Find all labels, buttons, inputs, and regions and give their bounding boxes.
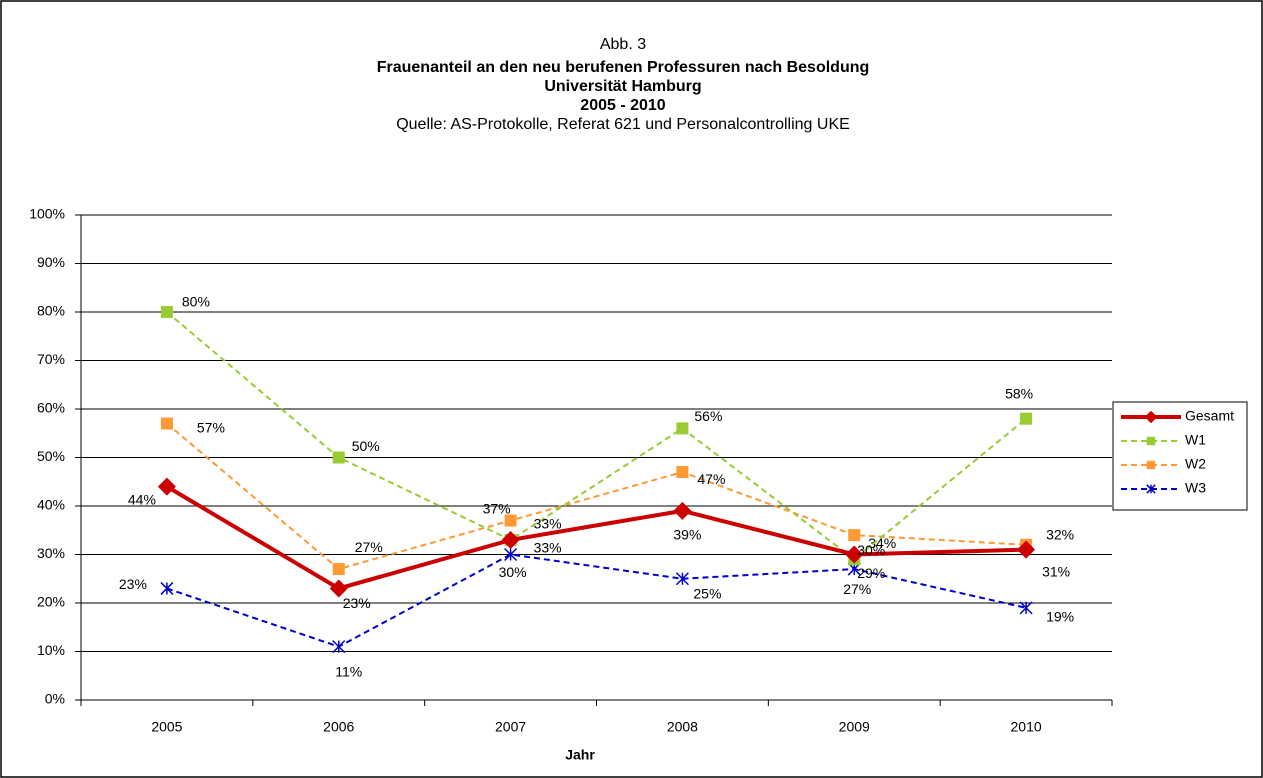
marker — [1146, 460, 1156, 470]
data-label: 57% — [197, 419, 225, 435]
marker — [332, 563, 345, 576]
marker — [848, 529, 861, 542]
data-label: 25% — [693, 585, 721, 601]
marker — [676, 422, 689, 435]
marker — [1017, 540, 1036, 559]
y-tick-label: 50% — [37, 448, 65, 464]
data-label: 31% — [1042, 563, 1070, 579]
data-label: 34% — [868, 535, 896, 551]
marker — [160, 417, 173, 430]
data-label: 23% — [119, 576, 147, 592]
series-line — [166, 311, 1027, 561]
data-label: 23% — [343, 595, 371, 611]
marker — [1144, 410, 1158, 424]
data-label: 32% — [1046, 527, 1074, 543]
chart-subtitle: Frauenanteil an den neu berufenen Profes… — [377, 59, 870, 76]
y-tick-label: 70% — [37, 351, 65, 367]
marker — [1019, 601, 1033, 615]
marker — [1146, 484, 1156, 494]
data-label: 37% — [483, 500, 511, 516]
marker — [501, 530, 520, 549]
data-label: 47% — [697, 471, 725, 487]
x-axis-label: Jahr — [565, 747, 595, 763]
marker — [845, 545, 864, 564]
data-label: 39% — [673, 527, 701, 543]
x-tick-label: 2007 — [495, 719, 526, 735]
data-label: 50% — [352, 438, 380, 454]
data-label: 58% — [1005, 385, 1033, 401]
marker — [1146, 436, 1156, 446]
data-label: 27% — [355, 539, 383, 555]
data-label: 30% — [499, 564, 527, 580]
marker — [673, 501, 692, 520]
data-label: 19% — [1046, 609, 1074, 625]
marker — [157, 477, 176, 496]
data-label: 80% — [182, 294, 210, 310]
y-tick-label: 10% — [37, 642, 65, 658]
data-label: 27% — [843, 581, 871, 597]
y-tick-label: 80% — [37, 303, 65, 319]
data-label: 56% — [694, 408, 722, 424]
series-line — [166, 553, 1027, 648]
legend-label: W3 — [1185, 480, 1206, 496]
marker — [504, 514, 517, 527]
series-line — [165, 484, 1027, 591]
y-tick-label: 30% — [37, 545, 65, 561]
chart-source: Quelle: AS-Protokolle, Referat 621 und P… — [396, 116, 850, 133]
marker — [1020, 412, 1033, 425]
marker — [676, 466, 689, 479]
data-label: 30% — [857, 542, 885, 558]
legend-label: Gesamt — [1185, 408, 1234, 424]
y-tick-label: 0% — [45, 691, 65, 707]
legend-label: W1 — [1185, 432, 1206, 448]
data-label: 29% — [857, 565, 885, 581]
data-label: 44% — [128, 491, 156, 507]
chart-subtitle: Universität Hamburg — [544, 78, 701, 95]
y-tick-label: 40% — [37, 497, 65, 513]
y-tick-label: 20% — [37, 594, 65, 610]
marker — [332, 640, 346, 654]
chart-title: Abb. 3 — [600, 36, 646, 53]
chart-subtitle: 2005 - 2010 — [580, 97, 666, 114]
x-tick-label: 2009 — [839, 719, 870, 735]
x-tick-label: 2006 — [323, 719, 354, 735]
y-tick-label: 90% — [37, 254, 65, 270]
marker — [504, 547, 518, 562]
marker — [160, 306, 173, 318]
x-tick-label: 2008 — [667, 719, 698, 735]
marker — [332, 451, 345, 464]
data-label: 33% — [534, 540, 562, 556]
data-label: 11% — [335, 663, 362, 679]
x-tick-label: 2005 — [151, 719, 182, 735]
x-tick-label: 2010 — [1011, 719, 1042, 735]
y-tick-label: 100% — [29, 206, 65, 222]
marker — [329, 579, 348, 598]
legend-box — [1112, 401, 1248, 511]
legend-label: W2 — [1185, 456, 1206, 472]
data-label: 33% — [534, 516, 562, 532]
y-tick-label: 60% — [37, 400, 65, 416]
marker — [675, 572, 689, 586]
marker — [160, 581, 174, 595]
